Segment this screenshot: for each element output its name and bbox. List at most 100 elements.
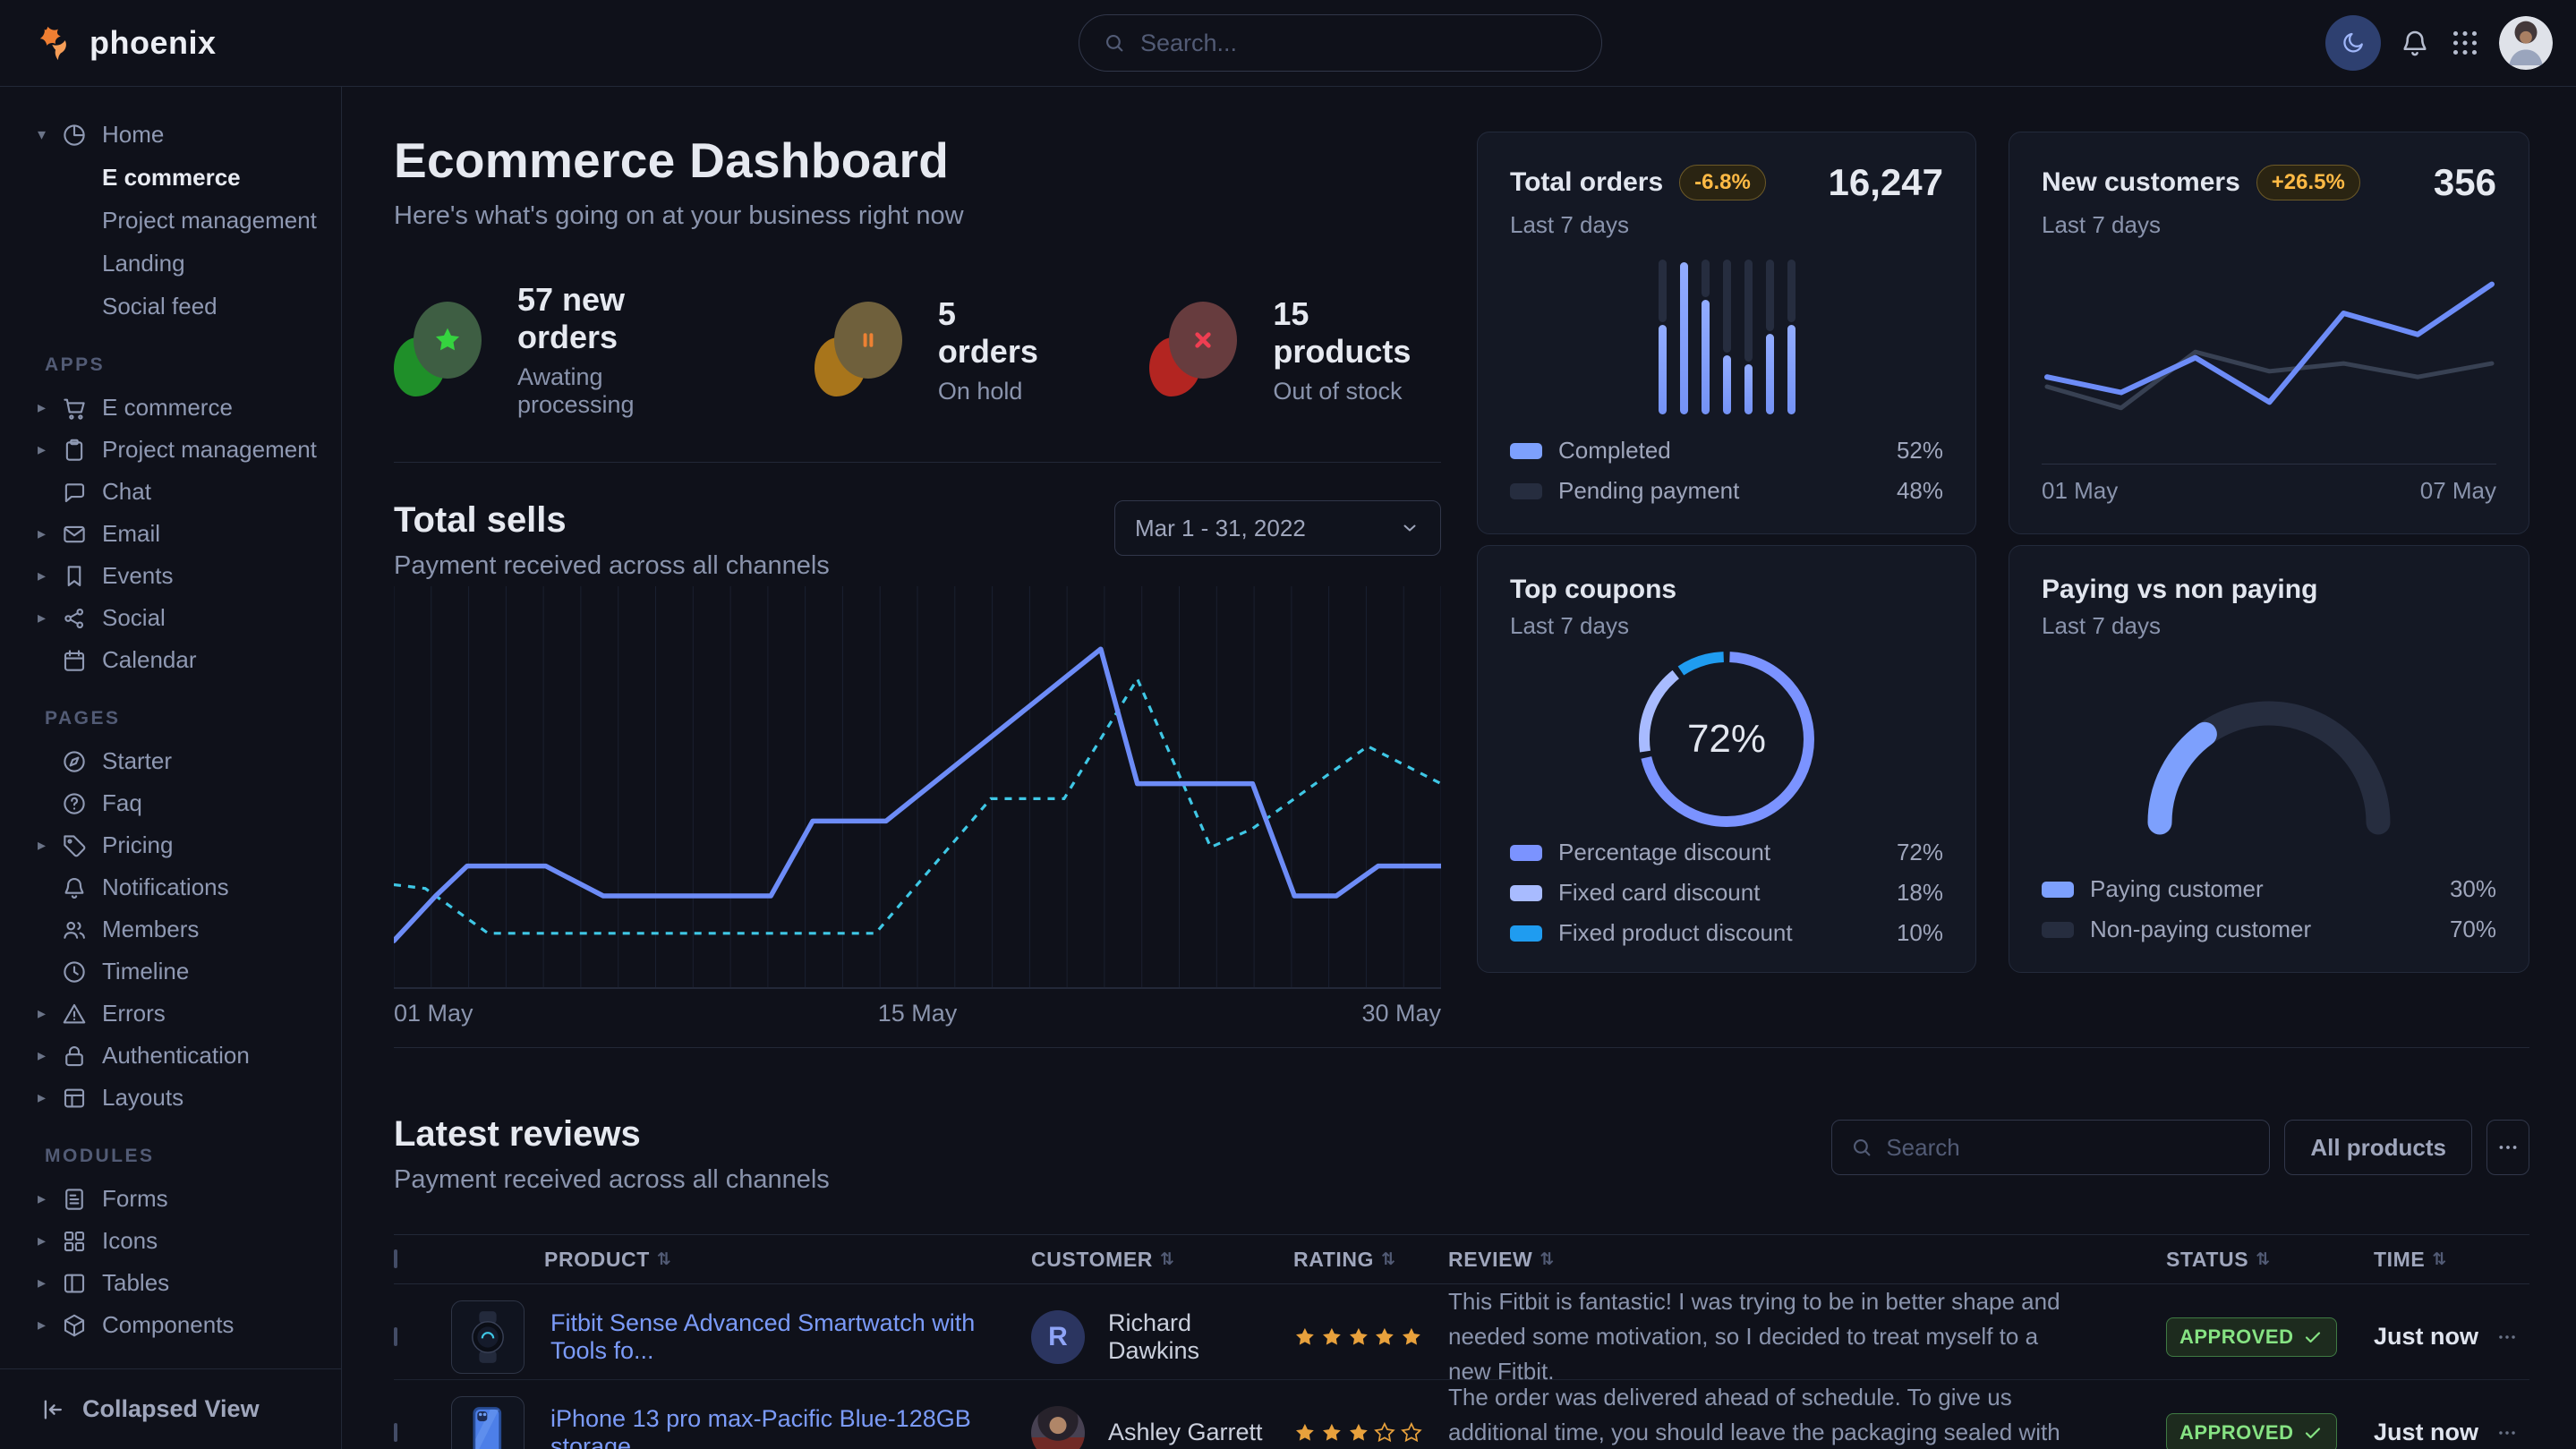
sidebar-item-pricing[interactable]: ▸ Pricing bbox=[0, 824, 341, 866]
order-bar bbox=[1744, 260, 1753, 414]
status-badge: APPROVED bbox=[2166, 1317, 2337, 1357]
sidebar-item-notifications[interactable]: Notifications bbox=[0, 866, 341, 908]
bell-icon bbox=[61, 874, 88, 901]
column-header-review[interactable]: REVIEW⇅ bbox=[1423, 1248, 2135, 1272]
sort-icon: ⇅ bbox=[657, 1249, 672, 1270]
collapsed-view-toggle[interactable]: Collapsed View bbox=[0, 1368, 341, 1449]
sidebar-item-project-management[interactable]: ▸ Project management bbox=[0, 429, 341, 471]
total-orders-chart bbox=[1510, 239, 1943, 437]
legend-value: 10% bbox=[1897, 919, 1943, 947]
brand[interactable]: phoenix bbox=[36, 22, 217, 64]
sidebar-item-email[interactable]: ▸ Email bbox=[0, 513, 341, 555]
search-icon bbox=[1103, 31, 1126, 55]
order-bar bbox=[1766, 260, 1774, 414]
sidebar-subitem-landing[interactable]: Landing bbox=[0, 242, 341, 285]
total-orders-title: Total orders bbox=[1510, 167, 1663, 198]
sidebar-item-calendar[interactable]: Calendar bbox=[0, 639, 341, 681]
column-header-customer[interactable]: CUSTOMER⇅ bbox=[1011, 1248, 1275, 1272]
search-input[interactable] bbox=[1140, 30, 1578, 57]
user-avatar[interactable] bbox=[2499, 16, 2553, 70]
sidebar-item-forms[interactable]: ▸ Forms bbox=[0, 1178, 341, 1220]
notifications-button[interactable] bbox=[2399, 27, 2431, 59]
sidebar-subitem-social-feed[interactable]: Social feed bbox=[0, 285, 341, 328]
date-range-value: Mar 1 - 31, 2022 bbox=[1135, 515, 1306, 542]
sidebar-item-timeline[interactable]: Timeline bbox=[0, 950, 341, 993]
total-orders-period: Last 7 days bbox=[1510, 211, 1943, 239]
total-sells-x-labels: 01 May15 May30 May bbox=[394, 1000, 1441, 1027]
legend-value: 48% bbox=[1897, 477, 1943, 505]
rating-stars bbox=[1275, 1324, 1423, 1351]
sidebar-item-authentication[interactable]: ▸ Authentication bbox=[0, 1035, 341, 1077]
order-bar bbox=[1723, 260, 1731, 414]
reviews-search-input[interactable] bbox=[1886, 1134, 2251, 1162]
column-header-time[interactable]: TIME⇅ bbox=[2341, 1248, 2529, 1272]
row-checkbox[interactable] bbox=[394, 1423, 397, 1442]
paying-period: Last 7 days bbox=[2042, 612, 2496, 640]
product-link[interactable]: Fitbit Sense Advanced Smartwatch with To… bbox=[550, 1309, 1011, 1365]
sidebar-item-label: Social bbox=[102, 604, 166, 632]
select-all-checkbox[interactable] bbox=[394, 1249, 397, 1268]
legend-row: Percentage discount 72% bbox=[1510, 839, 1943, 866]
global-search[interactable] bbox=[1079, 14, 1602, 72]
date-range-select[interactable]: Mar 1 - 31, 2022 bbox=[1114, 500, 1441, 556]
legend-label: Fixed card discount bbox=[1558, 879, 1760, 907]
sidebar-item-tables[interactable]: ▸ Tables bbox=[0, 1262, 341, 1304]
legend-swatch bbox=[1510, 885, 1542, 901]
legend-value: 30% bbox=[2450, 875, 2496, 903]
calendar-icon bbox=[61, 647, 88, 674]
sidebar-item-label: Errors bbox=[102, 1000, 166, 1027]
row-more-button[interactable] bbox=[2495, 1325, 2529, 1349]
column-header-rating[interactable]: RATING⇅ bbox=[1275, 1248, 1423, 1272]
sidebar-item-label: Layouts bbox=[102, 1084, 183, 1112]
sidebar-item-members[interactable]: Members bbox=[0, 908, 341, 950]
sidebar-item-components[interactable]: ▸ Components bbox=[0, 1304, 341, 1346]
legend-row: Fixed product discount 10% bbox=[1510, 919, 1943, 947]
chevron-down-icon bbox=[1399, 517, 1420, 539]
sidebar-section-label: APPS bbox=[0, 354, 341, 376]
sidebar-item-icons[interactable]: ▸ Icons bbox=[0, 1220, 341, 1262]
legend-label: Percentage discount bbox=[1558, 839, 1770, 866]
apps-grid-button[interactable] bbox=[2449, 27, 2481, 59]
x-label-start: 01 May bbox=[2042, 477, 2118, 505]
reviews-search[interactable] bbox=[1831, 1120, 2270, 1175]
caret-right-icon: ▸ bbox=[38, 1046, 61, 1065]
stat-caption: Awating processing bbox=[517, 363, 718, 419]
column-header-status[interactable]: STATUS⇅ bbox=[2135, 1248, 2341, 1272]
star-badge-icon bbox=[394, 302, 487, 398]
reviews-more-button[interactable] bbox=[2486, 1120, 2529, 1175]
sort-icon: ⇅ bbox=[2432, 1249, 2447, 1270]
sidebar-item-social[interactable]: ▸ Social bbox=[0, 597, 341, 639]
theme-toggle-button[interactable] bbox=[2325, 15, 2381, 71]
sidebar-item-layouts[interactable]: ▸ Layouts bbox=[0, 1077, 341, 1119]
sidebar-item-home[interactable]: ▾ Home bbox=[0, 114, 341, 156]
sidebar-item-label: Components bbox=[102, 1311, 234, 1339]
sidebar-item-starter[interactable]: Starter bbox=[0, 740, 341, 782]
rating-stars bbox=[1275, 1419, 1423, 1446]
legend-swatch bbox=[2042, 882, 2074, 898]
row-more-button[interactable] bbox=[2495, 1421, 2529, 1445]
sidebar-subitem-e-commerce[interactable]: E commerce bbox=[0, 156, 341, 199]
row-checkbox[interactable] bbox=[394, 1327, 397, 1346]
sidebar-item-e-commerce[interactable]: ▸ E commerce bbox=[0, 387, 341, 429]
all-products-button[interactable]: All products bbox=[2284, 1120, 2472, 1175]
stat-orange: 5 orders On hold bbox=[815, 281, 1053, 419]
new-customers-period: Last 7 days bbox=[2042, 211, 2496, 239]
sidebar-item-events[interactable]: ▸ Events bbox=[0, 555, 341, 597]
column-header-product[interactable]: PRODUCT⇅ bbox=[448, 1248, 1011, 1272]
product-link[interactable]: iPhone 13 pro max-Pacific Blue-128GB sto… bbox=[550, 1405, 1011, 1449]
bookmark-icon bbox=[61, 563, 88, 590]
review-row: iPhone 13 pro max-Pacific Blue-128GB sto… bbox=[394, 1380, 2529, 1449]
sidebar-item-errors[interactable]: ▸ Errors bbox=[0, 993, 341, 1035]
sidebar-item-chat[interactable]: Chat bbox=[0, 471, 341, 513]
legend-swatch bbox=[1510, 443, 1542, 459]
review-row: Fitbit Sense Advanced Smartwatch with To… bbox=[394, 1284, 2529, 1380]
brand-name: phoenix bbox=[90, 24, 217, 62]
sidebar-subitem-project-management[interactable]: Project management bbox=[0, 199, 341, 242]
caret-right-icon: ▸ bbox=[38, 524, 61, 543]
new-customers-title: New customers bbox=[2042, 167, 2240, 198]
stat-red: 15 products Out of stock bbox=[1149, 281, 1441, 419]
sidebar-item-faq[interactable]: Faq bbox=[0, 782, 341, 824]
caret-right-icon: ▸ bbox=[38, 1316, 61, 1334]
sidebar-item-label: Events bbox=[102, 562, 174, 590]
file-icon bbox=[61, 1186, 88, 1213]
